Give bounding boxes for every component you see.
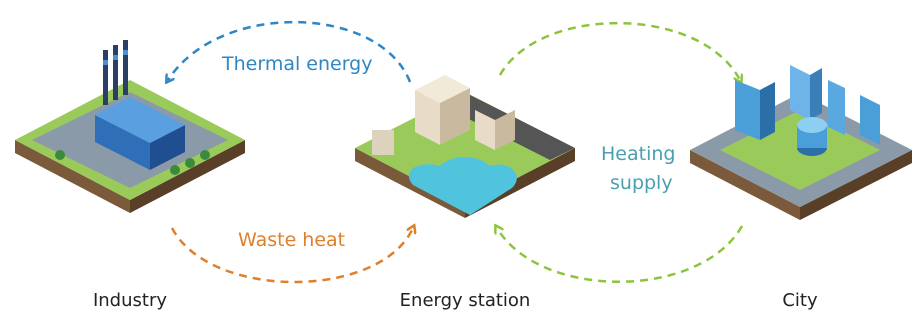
node-label: Industry [93,290,167,311]
flow-label: Thermal energy [221,53,373,75]
node-label: City [782,290,818,311]
flow-label: Heating supply [601,143,682,194]
city-illustration [690,65,912,220]
energy-station-illustration [355,75,575,218]
arrow-heating-top [500,23,740,80]
flow-label-line: supply [610,172,673,194]
flow-label: Waste heat [238,229,345,251]
node-label: Energy station [400,290,531,311]
industry-illustration [15,40,245,213]
diagram: Thermal energy Waste heat Heating supply… [0,0,914,318]
flow-label-line: Heating [601,143,675,165]
arrow-heating-bottom [497,226,742,282]
